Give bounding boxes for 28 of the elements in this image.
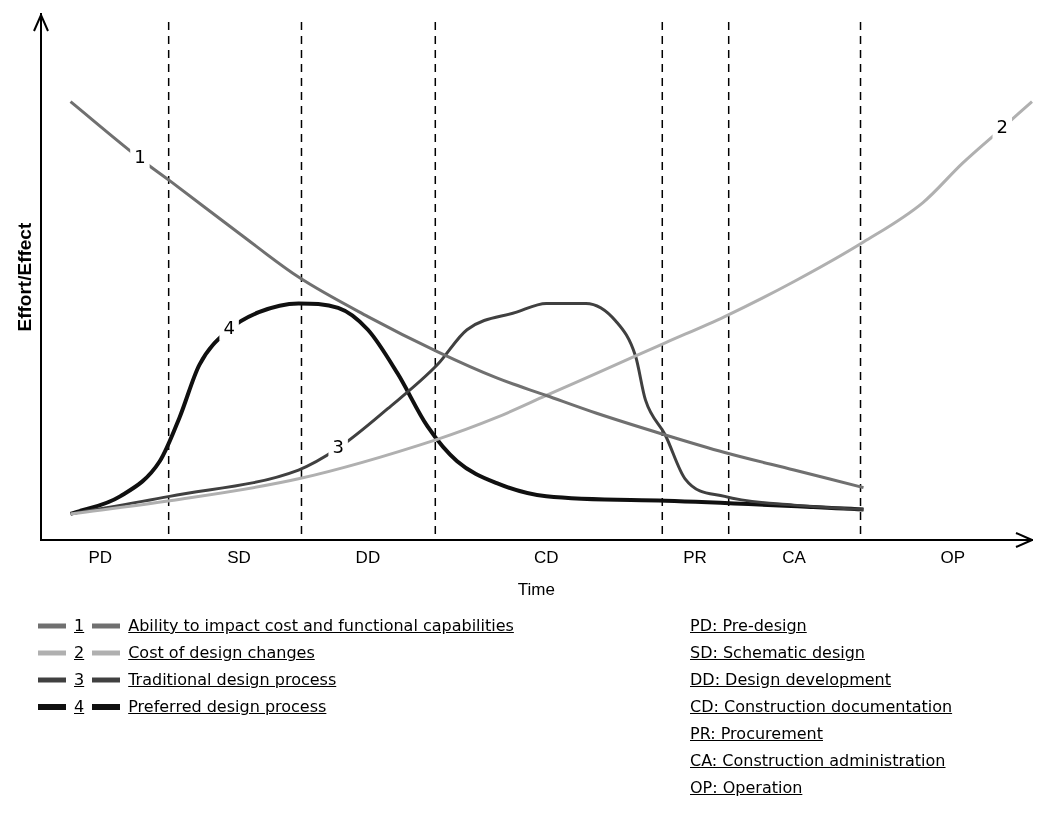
legend-label: 2 — [74, 643, 85, 662]
x-tick-label: DD — [355, 548, 381, 568]
y-axis-title: Effort/Effect — [13, 222, 35, 332]
text: DD: Design development — [690, 669, 892, 691]
x-tick-label: CD — [534, 548, 559, 568]
text: CD: Construction documentation — [690, 696, 953, 718]
x-tick-label: PR — [683, 548, 707, 568]
text: 4 — [223, 317, 235, 339]
x-tick-label: OP — [940, 548, 965, 568]
text: Preferred design process — [128, 697, 327, 716]
text: CA: Construction administration — [690, 750, 947, 772]
text: 3 — [332, 435, 344, 457]
text: PR: Procurement — [690, 723, 824, 745]
text: OP: Operation — [690, 777, 804, 799]
text: 1 — [134, 146, 146, 168]
text: Traditional design process — [128, 670, 337, 689]
text: Cost of design changes — [128, 643, 315, 662]
x-axis-title: Time — [517, 580, 555, 600]
x-tick-label: SD — [227, 548, 251, 568]
x-tick-label: PD — [88, 548, 113, 568]
text: 2 — [996, 115, 1008, 137]
x-tick-label: CA — [782, 548, 807, 568]
text: SD: Schematic design — [690, 642, 866, 664]
legend-label: 4 — [74, 697, 85, 716]
legend-label: 3 — [74, 670, 85, 689]
text: Ability to impact cost and functional capabilities — [128, 616, 514, 635]
text: PD: Pre-design — [690, 615, 808, 637]
legend-label: 1 — [74, 616, 85, 635]
